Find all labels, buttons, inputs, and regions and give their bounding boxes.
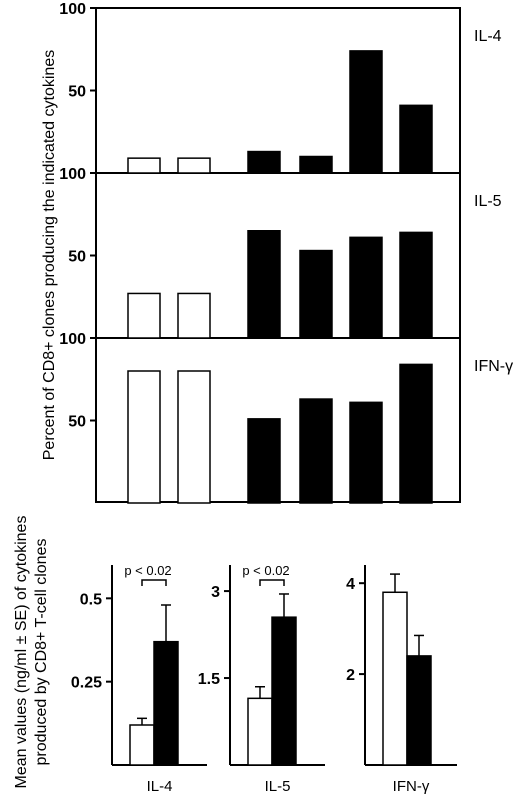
bar [177,157,211,174]
y-tick-label: 100 [59,1,86,18]
significance-label: p < 0.02 [124,563,171,578]
top-y-axis-title: Percent of CD8+ clones producing the ind… [41,50,58,460]
bar [299,155,333,174]
bar [399,363,433,504]
bar [299,249,333,339]
y-tick-label: 100 [59,331,86,348]
bar [399,104,433,174]
panel-label: IL-5 [474,193,502,210]
bar [406,655,432,766]
bar [299,398,333,504]
bar [247,230,281,339]
y-tick-label: 50 [68,84,86,101]
y-tick-label: 2 [346,667,355,684]
y-tick-label: 50 [68,249,86,266]
bar [127,370,161,504]
category-label: IL-4 [147,778,173,795]
bar [153,640,179,766]
bar [247,418,281,504]
y-tick-label: 1.5 [198,671,220,688]
y-tick-label: 3 [211,584,220,601]
bar [382,591,408,766]
bar [177,292,211,339]
y-tick-label: 4 [346,576,355,593]
bottom-y-axis-title-line2: produced by CD8+ T-cell clones [33,539,50,766]
bar [127,292,161,339]
y-tick-label: 100 [59,166,86,183]
top-chart-marks: 100 50 IL-4 100 50 IL-5 100 50 IFN-γ [59,1,513,504]
y-tick-label: 50 [68,414,86,431]
category-label: IL-5 [265,778,291,795]
bar [129,724,155,766]
significance-label: p < 0.02 [242,563,289,578]
y-tick-label: 0.25 [71,675,102,692]
significance-bracket [259,579,285,586]
y-tick-label: 0.5 [80,591,102,608]
category-label: IFN-γ [393,778,430,795]
panel-label: IFN-γ [474,358,513,375]
bar [177,370,211,504]
bar [127,157,161,174]
bar [349,401,383,504]
bar [271,616,297,766]
bar [247,150,281,174]
bottom-chart-marks: 0.5 0.25 p < 0.02 IL-4 3 1.5 p < 0.02 IL-5 4 2 IFN… [71,563,457,795]
bar [399,231,433,339]
bar [247,697,273,766]
significance-bracket [141,579,167,586]
panel-label: IL-4 [474,28,502,45]
bar [349,50,383,174]
bottom-y-axis-title-line1: Mean values (ng/ml ± SE) of cytokines [13,516,30,789]
bar [349,236,383,339]
